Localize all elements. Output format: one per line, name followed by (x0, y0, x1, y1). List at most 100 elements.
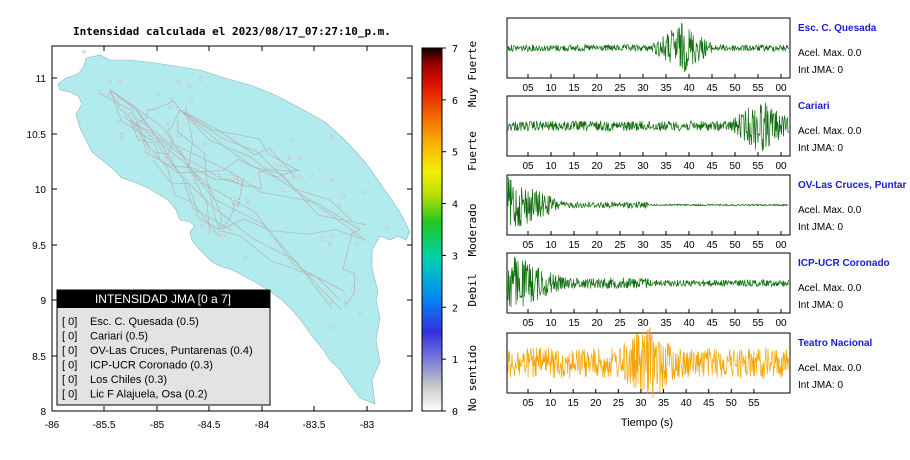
latitude-axis: 11 10.5 10 9.5 9 8.5 8 (27, 74, 412, 418)
town-marker (82, 50, 86, 54)
station-accel: Acel. Max. 0.0 (798, 283, 862, 294)
trace-tick-label: 20 (591, 318, 603, 329)
trace-tick-label: 15 (568, 240, 580, 251)
trace-tick-label: 10 (545, 318, 557, 329)
trace-tick-label: 40 (681, 398, 693, 409)
trace-tick-label: 45 (706, 240, 718, 251)
lat-tick-label: 10.5 (27, 130, 47, 141)
road (179, 109, 295, 177)
town-marker (246, 201, 250, 205)
trace-tick-label: 00 (775, 240, 787, 251)
town-marker (362, 190, 366, 194)
town-marker (288, 157, 291, 160)
station-jma: Int JMA: 0 (798, 222, 843, 233)
trace-tick-label: 55 (752, 161, 764, 172)
lon-tick-label: -85.5 (93, 420, 116, 431)
trace-tick-label: 15 (568, 161, 580, 172)
lon-tick-label: -84 (255, 420, 270, 431)
legend-item-label: OV-Las Cruces, Puntarenas (0.4) (90, 345, 253, 357)
town-marker (156, 93, 160, 97)
town-marker (121, 137, 125, 141)
legend-item-label: Lic F Alajuela, Osa (0.2) (90, 389, 207, 401)
town-marker (118, 81, 122, 84)
town-marker (330, 235, 334, 239)
station-accel: Acel. Max. 0.0 (798, 48, 862, 59)
town-marker (203, 142, 207, 146)
trace-tick-label: 35 (660, 83, 672, 94)
trace-tick-label: 05 (522, 240, 534, 251)
town-marker (170, 98, 173, 102)
trace-tick-label: 55 (748, 398, 760, 409)
colorbar-categories: Muy Fuerte Fuerte Moderado Debil No sentido (466, 41, 479, 411)
town-marker (120, 133, 123, 137)
legend-box (56, 289, 271, 406)
trace-tick-label: 05 (522, 398, 534, 409)
town-marker (166, 123, 170, 126)
legend-header (57, 290, 270, 308)
town-marker (219, 228, 223, 232)
trace-tick-label: 40 (683, 83, 695, 94)
station-jma: Int JMA: 0 (798, 65, 843, 76)
trace-tick-label: 30 (637, 318, 649, 329)
town-marker (244, 256, 247, 260)
lat-tick-label: 9 (40, 296, 46, 307)
trace-tick-label: 35 (658, 398, 670, 409)
trace-tick-label: 45 (706, 318, 718, 329)
trace-tick-label: 55 (752, 318, 764, 329)
town-marker (328, 243, 332, 246)
town-marker (341, 195, 345, 199)
town-marker (325, 174, 329, 178)
colorbar-category-label: No sentido (466, 345, 479, 411)
town-marker (177, 80, 181, 84)
trace-tick-label: 45 (703, 398, 715, 409)
town-marker (116, 120, 120, 124)
trace-tick-label: 25 (613, 398, 625, 409)
town-markers (82, 50, 389, 329)
station-name: Cariari (798, 101, 830, 112)
town-marker (235, 176, 239, 180)
trace-tick-label: 50 (726, 398, 738, 409)
town-marker (230, 172, 234, 176)
trace-tick-label: 10 (545, 240, 557, 251)
colorbar-category-label: Debil (466, 273, 479, 306)
trace-tick-label: 10 (545, 398, 557, 409)
waveform-traces: 05 10 15 20 25 30 35 40 45 50 55 00 Esc. C. Quesada A… (506, 17, 906, 409)
town-marker (146, 126, 150, 130)
town-marker (187, 84, 191, 88)
lon-tick-label: -84.5 (198, 420, 221, 431)
road (179, 109, 367, 242)
trace-panel: 05 10 15 20 25 30 35 40 45 50 55 00 Esc. C. Quesada A… (506, 17, 877, 94)
town-marker (234, 179, 238, 183)
colorbar-ticks: 7 6 5 4 3 2 1 0 (442, 44, 458, 418)
town-marker (237, 199, 240, 203)
town-marker (337, 204, 341, 208)
legend-item-value: [ 0] (62, 374, 77, 386)
town-marker (385, 226, 389, 230)
lat-tick-label: 8 (40, 407, 46, 418)
town-marker (330, 135, 333, 139)
trace-tick-label: 50 (729, 318, 741, 329)
town-marker (297, 175, 301, 179)
trace-tick-label: 25 (614, 161, 626, 172)
trace-tick-label: 40 (683, 240, 695, 251)
road (109, 89, 252, 188)
trace-tick-label: 20 (591, 83, 603, 94)
trace-tick-label: 15 (568, 398, 580, 409)
town-marker (265, 171, 268, 175)
trace-tick-label: 10 (545, 83, 557, 94)
road (342, 229, 361, 308)
lat-tick-label: 11 (36, 74, 47, 85)
legend-item-label: Esc. C. Quesada (0.5) (90, 316, 199, 328)
station-jma: Int JMA: 0 (798, 300, 843, 311)
trace-tick-label: 35 (660, 318, 672, 329)
road (179, 109, 367, 226)
legend-item-value: [ 0] (62, 360, 77, 372)
trace-tick-label: 40 (683, 161, 695, 172)
trace-panel: 05 10 15 20 25 30 35 40 45 50 55 00 OV-Las Cruces, P… (506, 174, 906, 251)
trace-tick-label: 05 (522, 161, 534, 172)
town-marker (277, 164, 281, 168)
trace-tick-label: 15 (568, 83, 580, 94)
trace-tick-label: 55 (752, 240, 764, 251)
station-jma: Int JMA: 0 (798, 380, 843, 391)
road (129, 119, 220, 237)
